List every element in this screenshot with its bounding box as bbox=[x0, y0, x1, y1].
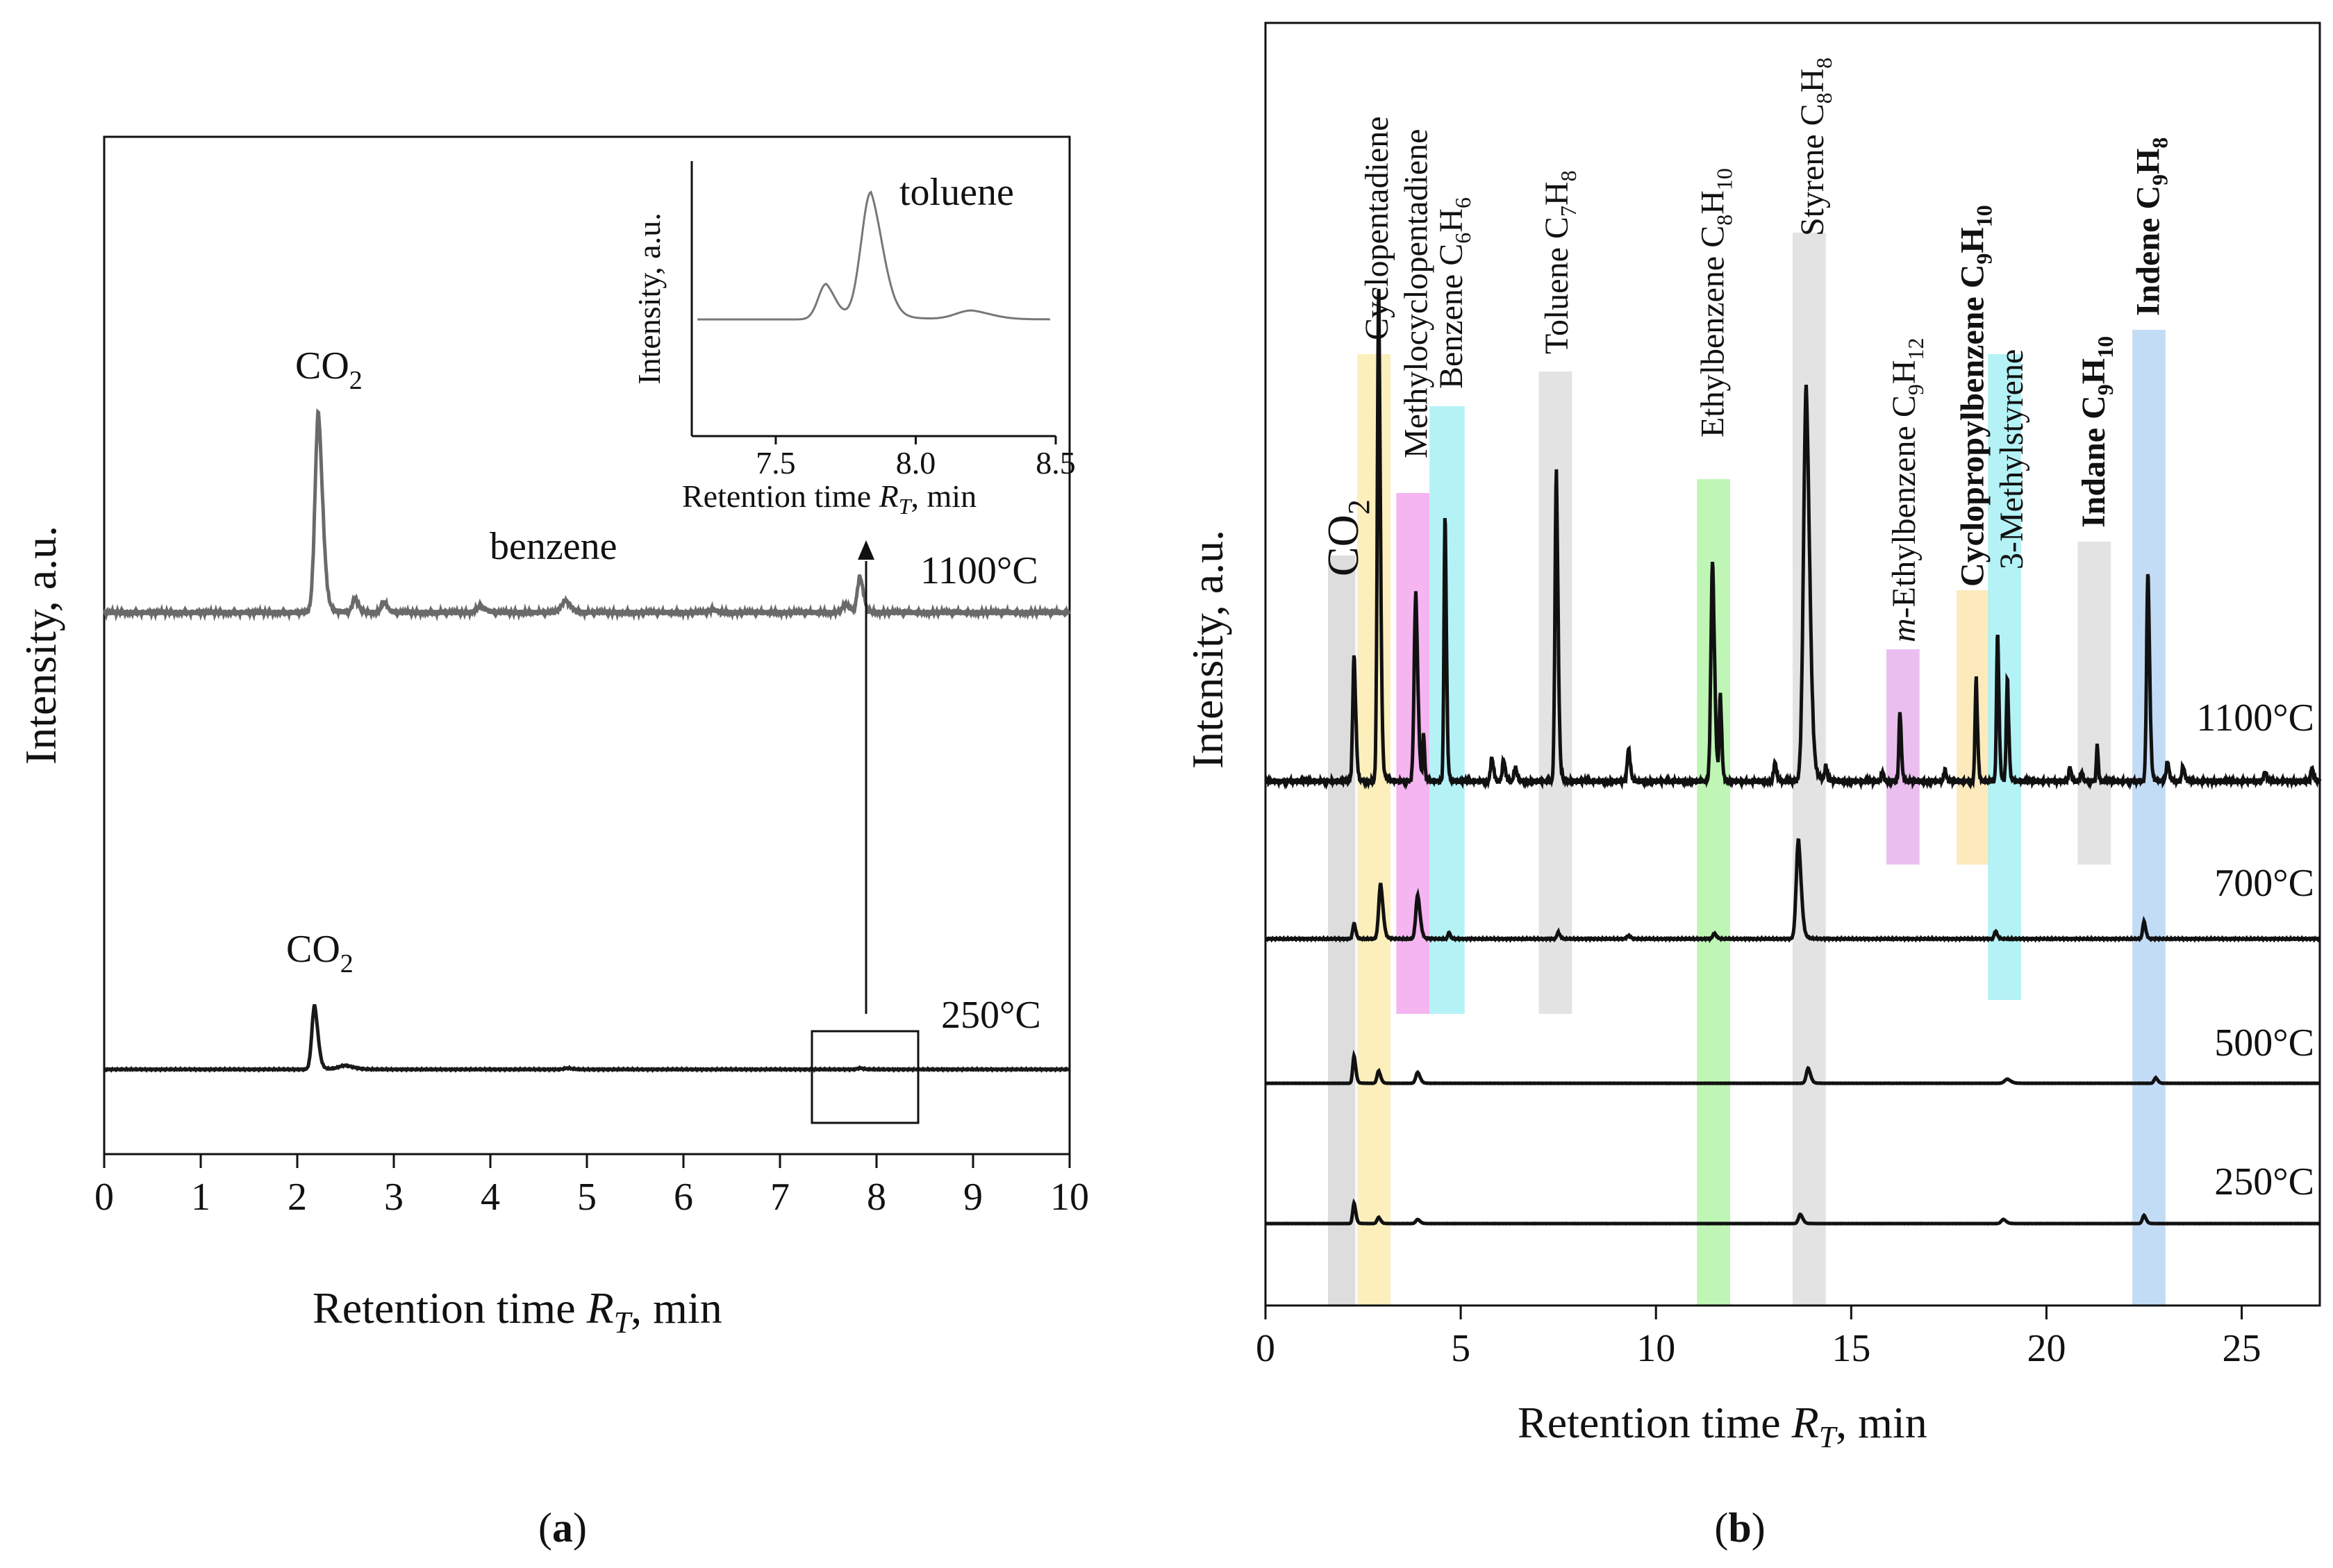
inset-title-toluene: toluene bbox=[899, 171, 1014, 214]
compound-label-5: Styrene C8H8 bbox=[1794, 58, 1836, 236]
panel-b-frame bbox=[1264, 22, 2321, 1307]
panel-b-caption: (b) bbox=[1714, 1505, 1765, 1551]
compound-bands bbox=[1327, 233, 2166, 1306]
label-700c-b: 700°C bbox=[2214, 862, 2314, 905]
b-series-line-700c bbox=[1265, 838, 2321, 943]
compound-label-8: 3-Methylstyrene bbox=[1993, 349, 2030, 569]
panel-b-x-ticks: 0 5 10 15 20 25 bbox=[1256, 1306, 2261, 1370]
label-1100c-b: 1100°C bbox=[2196, 697, 2314, 740]
compound-label-4: Ethylbenzene C8H10 bbox=[1695, 168, 1737, 437]
inset-y-label: Intensity, a.u. bbox=[631, 212, 667, 384]
x-tick-label-3: 3 bbox=[384, 1176, 404, 1219]
compound-labels: Cyclopentadiene MethylocyclopentadieneBen… bbox=[1359, 58, 2172, 642]
inset-x-ticks: 7.5 8.0 8.5 bbox=[756, 436, 1076, 481]
compound-label-9: Indane C9H10 bbox=[2075, 336, 2118, 528]
b-x-tick-label-10: 10 bbox=[1636, 1327, 1675, 1370]
x-tick-label-0: 0 bbox=[94, 1176, 114, 1219]
band-9 bbox=[1988, 354, 2021, 1000]
panel-b-series bbox=[1264, 289, 2322, 1226]
label-250c: 250°C bbox=[941, 994, 1041, 1037]
inset-chart: 7.5 8.0 8.5 toluene Intensity, a.u. Retent… bbox=[631, 161, 1076, 519]
x-tick-label-2: 2 bbox=[288, 1176, 307, 1219]
band-10 bbox=[2077, 542, 2111, 865]
panel-a: 0 1 2 3 4 5 6 7 8 9 10 CO2 CO2 benzene 1100°C 250°… bbox=[16, 135, 1089, 1551]
x-tick-label-9: 9 bbox=[963, 1176, 983, 1219]
compound-label-6: m-Ethylbenzene C9H12 bbox=[1886, 337, 1928, 642]
inset-x-tick-label-8.5: 8.5 bbox=[1036, 445, 1076, 481]
label-250c-b: 250°C bbox=[2214, 1160, 2314, 1203]
x-tick-label-5: 5 bbox=[577, 1176, 597, 1219]
panel-a-frame bbox=[103, 135, 1071, 1156]
inset-x-tick-label-7.5: 7.5 bbox=[756, 445, 796, 481]
zoom-box bbox=[811, 1030, 920, 1124]
b-x-tick-label-20: 20 bbox=[2027, 1327, 2066, 1370]
co2-label-top: CO2 bbox=[295, 344, 363, 395]
panel-b: 0 5 10 15 20 25 Cyclopentadiene Methylocyclope… bbox=[1183, 22, 2322, 1551]
b-x-tick-label-5: 5 bbox=[1451, 1327, 1470, 1370]
panel-a-x-label: Retention time RT, min bbox=[313, 1283, 722, 1340]
band-1 bbox=[1357, 354, 1390, 1306]
band-11 bbox=[2132, 330, 2166, 1306]
x-tick-label-1: 1 bbox=[191, 1176, 210, 1219]
label-1100c: 1100°C bbox=[920, 549, 1038, 592]
b-series-line-500c bbox=[1265, 1049, 2320, 1085]
co2-label-bottom: CO2 bbox=[286, 928, 354, 978]
panel-a-x-ticks: 0 1 2 3 4 5 6 7 8 9 10 bbox=[94, 1154, 1089, 1219]
co2-label-b: CO2 bbox=[1318, 499, 1376, 576]
compound-label-7: Cyclopropylbenzene C9H10 bbox=[1954, 205, 1997, 587]
compound-label-0: Cyclopentadiene bbox=[1359, 116, 1395, 340]
x-tick-label-8: 8 bbox=[867, 1176, 886, 1219]
panel-b-x-label: Retention time RT, min bbox=[1518, 1398, 1927, 1454]
compound-label-1: Methylocyclopentadiene bbox=[1397, 129, 1434, 459]
panel-a-caption: (a) bbox=[538, 1505, 587, 1551]
b-x-tick-label-25: 25 bbox=[2223, 1327, 2261, 1370]
inset-x-tick-label-8.0: 8.0 bbox=[896, 445, 936, 481]
b-series-line-1100c bbox=[1264, 289, 2322, 791]
band-0 bbox=[1327, 556, 1356, 1306]
x-tick-label-10: 10 bbox=[1050, 1176, 1089, 1219]
compound-label-10: Indene C9H8 bbox=[2130, 137, 2173, 316]
x-tick-label-4: 4 bbox=[481, 1176, 500, 1219]
b-x-tick-label-0: 0 bbox=[1256, 1327, 1275, 1370]
x-tick-label-6: 6 bbox=[674, 1176, 693, 1219]
series-line-1100c bbox=[102, 408, 1071, 622]
x-tick-label-7: 7 bbox=[770, 1176, 790, 1219]
label-500c-b: 500°C bbox=[2214, 1021, 2314, 1065]
compound-label-3: Toluene C7H8 bbox=[1538, 170, 1581, 354]
panel-b-y-label: Intensity, a.u. bbox=[1183, 530, 1232, 769]
zoom-arrow-head bbox=[858, 540, 874, 560]
compound-label-2: Benzene C6H6 bbox=[1433, 197, 1475, 389]
panel-a-y-label: Intensity, a.u. bbox=[16, 526, 65, 765]
inset-series-line bbox=[697, 190, 1050, 321]
b-x-tick-label-15: 15 bbox=[1832, 1327, 1870, 1370]
series-line-250c bbox=[103, 1003, 1070, 1073]
b-series-line-250c bbox=[1265, 1198, 2320, 1226]
inset-x-label: Retention time RT, min bbox=[682, 478, 977, 519]
benzene-label: benzene bbox=[490, 525, 617, 568]
